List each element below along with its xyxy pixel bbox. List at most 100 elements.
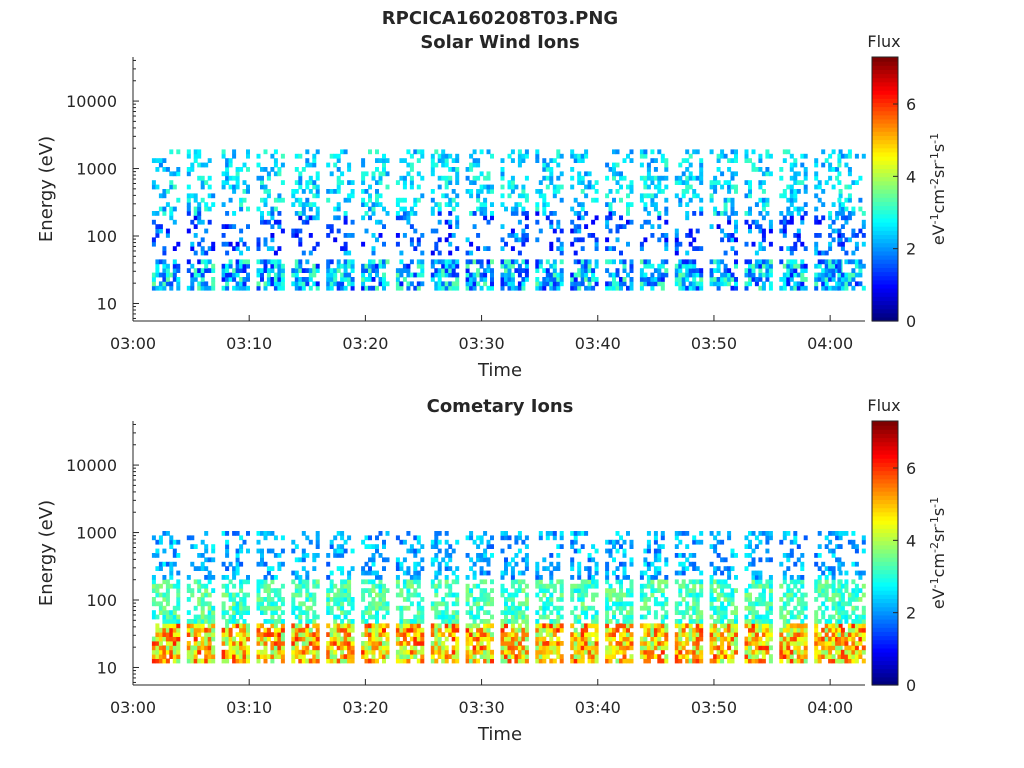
heatmap-cell <box>577 632 582 637</box>
heatmap-cell <box>538 575 543 580</box>
colorbar-segment <box>872 222 898 227</box>
heatmap-cell <box>664 175 669 181</box>
heatmap-cell <box>361 162 366 168</box>
heatmap-cell <box>510 272 515 278</box>
heatmap-cell <box>591 575 596 580</box>
heatmap-cell <box>793 197 798 203</box>
heatmap-cell <box>664 561 669 567</box>
heatmap-cell <box>465 277 470 282</box>
heatmap-cell <box>361 272 366 278</box>
heatmap-cell <box>681 641 686 646</box>
heatmap-cell <box>796 649 801 655</box>
heatmap-cell <box>190 649 195 655</box>
heatmap-cell <box>650 263 655 269</box>
heatmap-cell <box>336 202 341 207</box>
heatmap-cell <box>364 641 369 646</box>
heatmap-cell <box>824 268 829 273</box>
heatmap-cell <box>622 281 627 287</box>
heatmap-cell <box>277 263 282 269</box>
heatmap-cell <box>368 206 372 212</box>
heatmap-cell <box>197 268 202 273</box>
heatmap-cell <box>375 548 379 554</box>
heatmap-cell <box>169 544 174 549</box>
heatmap-cell <box>622 575 627 580</box>
heatmap-cell <box>824 180 829 185</box>
heatmap-cell <box>727 197 732 203</box>
heatmap-cell <box>371 268 376 273</box>
heatmap-cell <box>510 579 515 585</box>
heatmap-cell <box>587 636 592 642</box>
heatmap-cell <box>591 632 596 637</box>
heatmap-cell <box>336 544 341 549</box>
heatmap-cell <box>761 180 766 185</box>
heatmap-cell <box>364 285 369 291</box>
y-tick-label: 1000 <box>76 160 117 179</box>
heatmap-cell <box>312 553 317 558</box>
heatmap-cell <box>664 575 669 580</box>
heatmap-cell <box>622 614 627 620</box>
heatmap-cell <box>364 579 369 585</box>
heatmap-cell <box>221 149 226 155</box>
heatmap-cell <box>270 153 275 159</box>
heatmap-cell <box>239 645 244 651</box>
heatmap-cell <box>382 224 386 229</box>
heatmap-cell <box>406 272 411 278</box>
heatmap-cell <box>277 281 282 287</box>
heatmap-cell <box>350 281 355 287</box>
heatmap-cell <box>660 579 665 585</box>
heatmap-cell <box>695 566 700 571</box>
heatmap-cell <box>448 268 453 273</box>
heatmap-cell <box>748 193 752 199</box>
heatmap-cell <box>382 162 386 168</box>
heatmap-cell <box>587 583 592 589</box>
heatmap-cell <box>559 272 564 278</box>
heatmap-cell <box>786 649 791 655</box>
heatmap-cell <box>277 259 282 265</box>
heatmap-cell <box>469 193 474 199</box>
heatmap-cell <box>828 241 833 247</box>
heatmap-cell <box>294 583 299 589</box>
heatmap-cell <box>619 281 623 287</box>
heatmap-cell <box>336 614 341 620</box>
heatmap-cell <box>479 535 484 541</box>
heatmap-cell <box>336 153 341 159</box>
heatmap-cell <box>207 246 212 251</box>
colorbar-segment <box>872 189 898 194</box>
heatmap-cell <box>207 158 212 163</box>
heatmap-cell <box>486 623 491 629</box>
heatmap-cell <box>465 641 470 646</box>
heatmap-cell <box>479 592 484 598</box>
heatmap-cell <box>639 623 644 629</box>
heatmap-cell <box>789 263 794 269</box>
heatmap-cell <box>242 277 247 282</box>
heatmap-cell <box>789 153 794 159</box>
heatmap-cell <box>176 579 181 585</box>
heatmap-cell <box>800 610 805 615</box>
heatmap-cell <box>538 579 543 585</box>
heatmap-cell <box>451 632 456 637</box>
heatmap-cell <box>193 614 198 620</box>
heatmap-cell <box>165 228 170 234</box>
heatmap-cell <box>580 592 585 598</box>
heatmap-cell <box>273 162 278 168</box>
heatmap-cell <box>151 281 156 287</box>
heatmap-cell <box>814 250 819 256</box>
heatmap-cell <box>646 539 651 545</box>
heatmap-cell <box>814 206 819 212</box>
heatmap-cell <box>200 645 205 651</box>
heatmap-cell <box>837 268 842 273</box>
heatmap-cell <box>765 619 770 624</box>
heatmap-cell <box>608 167 613 172</box>
heatmap-cell <box>594 277 599 282</box>
heatmap-cell <box>409 636 414 642</box>
heatmap-cell <box>580 583 585 589</box>
heatmap-cell <box>197 211 202 216</box>
heatmap-cell <box>552 272 557 278</box>
heatmap-cell <box>800 259 805 265</box>
heatmap-cell <box>580 263 585 269</box>
heatmap-cell <box>837 272 842 278</box>
heatmap-cell <box>151 184 156 190</box>
heatmap-cell <box>368 184 372 190</box>
heatmap-cell <box>720 619 725 624</box>
heatmap-cell <box>312 583 317 589</box>
